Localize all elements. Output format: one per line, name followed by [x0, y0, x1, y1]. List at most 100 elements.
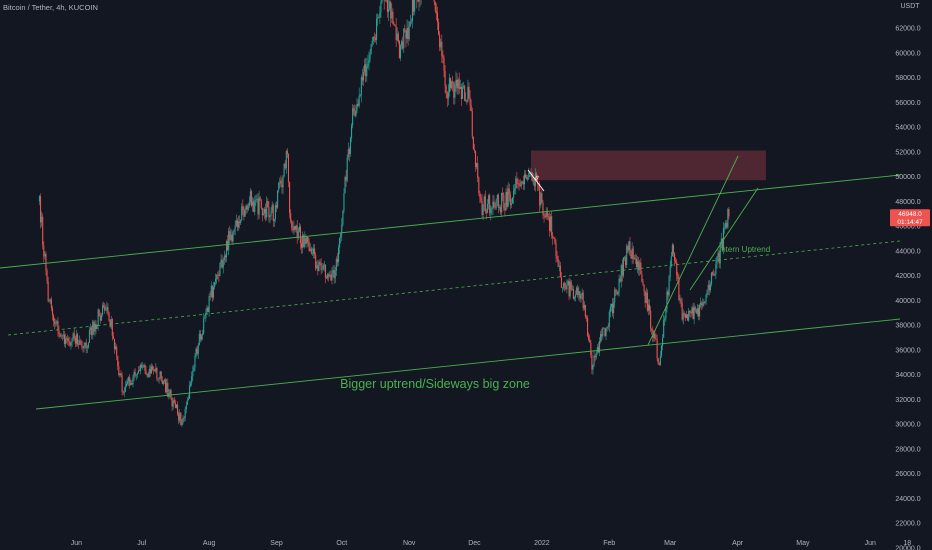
candle-body — [130, 383, 132, 386]
candle-body — [324, 264, 327, 278]
candle-body — [397, 33, 399, 42]
candle-body — [671, 244, 673, 257]
candle-body — [439, 34, 441, 48]
candle-body — [481, 201, 483, 215]
candle-body — [393, 24, 395, 26]
y-tick-label: 48000.0 — [895, 199, 920, 206]
candle-body — [417, 0, 419, 2]
candle-body — [622, 257, 624, 276]
candle-body — [175, 404, 178, 408]
candle-body — [413, 0, 415, 12]
candle-body — [334, 270, 336, 279]
candle-body — [145, 370, 147, 375]
candle-body — [541, 193, 543, 203]
candle-body — [124, 386, 126, 392]
candle-body — [270, 211, 272, 216]
candle-body — [601, 334, 603, 337]
candle-body — [222, 260, 224, 268]
x-tick-label: May — [796, 540, 810, 547]
candle-body — [131, 383, 133, 385]
candle-body — [172, 400, 174, 407]
time-axis[interactable]: Jun Jul Aug Sep Oct Nov Dec 2022 Feb Mar Apr May Jun… — [71, 540, 911, 547]
candle-body — [579, 291, 581, 299]
intern-uptrend-upper-line — [647, 155, 739, 346]
candle-body — [158, 377, 160, 380]
candle-body — [206, 307, 208, 313]
candle-body — [532, 179, 534, 181]
candle-body — [565, 285, 567, 290]
candle-body — [330, 274, 332, 281]
candle-body — [55, 323, 57, 325]
candle-body — [693, 306, 695, 320]
candle-body — [355, 110, 357, 117]
candle-body — [120, 373, 122, 376]
candle-body — [411, 0, 414, 21]
candle-body — [665, 309, 667, 319]
candle-body — [163, 379, 166, 382]
candle-body — [235, 220, 237, 226]
candle-body — [312, 248, 315, 254]
candle-body — [277, 190, 279, 208]
candle-body — [69, 341, 71, 346]
candle-body — [110, 319, 112, 327]
candle-body — [547, 216, 549, 218]
candle-body — [265, 209, 267, 218]
candle-body — [456, 79, 458, 89]
candle-body — [668, 276, 670, 296]
candle-body — [96, 325, 98, 329]
candle-body — [367, 63, 369, 67]
candle-body — [317, 265, 319, 272]
candle-body — [81, 341, 83, 347]
candle-body — [478, 177, 480, 193]
candle-body — [697, 308, 700, 317]
candle-body — [407, 27, 409, 40]
candle-body — [465, 100, 467, 102]
last-price-tag — [890, 209, 930, 227]
candle-body — [452, 81, 454, 84]
candle-body — [50, 299, 52, 309]
candle-body — [99, 315, 101, 321]
candle-body — [605, 327, 607, 337]
candle-body — [290, 213, 292, 221]
candle-body — [629, 241, 631, 256]
candle-body — [690, 312, 692, 314]
candle-body — [61, 335, 63, 337]
candle-body — [458, 79, 460, 90]
candle-body — [192, 370, 194, 377]
candle-body — [53, 315, 55, 322]
candle-body — [505, 191, 507, 211]
candle-body — [518, 183, 520, 185]
candle-body — [365, 64, 367, 77]
candle-body — [517, 183, 519, 184]
candle-body — [576, 287, 578, 295]
candle-body — [648, 304, 651, 311]
candle-body — [113, 338, 116, 349]
candle-body — [559, 265, 561, 278]
candle-body — [688, 310, 690, 321]
candle-body — [394, 25, 396, 27]
candle-body — [188, 385, 191, 399]
price-axis[interactable]: USDT 62000.0 60000.0 58000.0 56000.0 54000.0 5… — [890, 3, 930, 550]
candle-body — [257, 199, 259, 215]
candle-body — [650, 310, 652, 329]
candle-body — [620, 265, 622, 282]
candle-body — [259, 197, 261, 201]
candle-body — [295, 225, 297, 230]
x-tick-label: Aug — [203, 540, 216, 547]
candle-body — [342, 210, 344, 225]
y-tick-label: 60000.0 — [895, 50, 920, 57]
candle-body — [582, 292, 584, 309]
x-tick-label: Jun — [865, 540, 876, 547]
candle-body — [300, 243, 303, 248]
candle-body — [273, 219, 275, 221]
candle-body — [660, 345, 663, 357]
candle-body — [165, 379, 167, 392]
candle-body — [174, 402, 176, 408]
y-tick-label: 42000.0 — [895, 273, 920, 280]
candle-body — [241, 206, 243, 220]
candle-body — [590, 342, 592, 355]
candle-body — [232, 232, 234, 242]
candles-layer — [38, 0, 730, 427]
